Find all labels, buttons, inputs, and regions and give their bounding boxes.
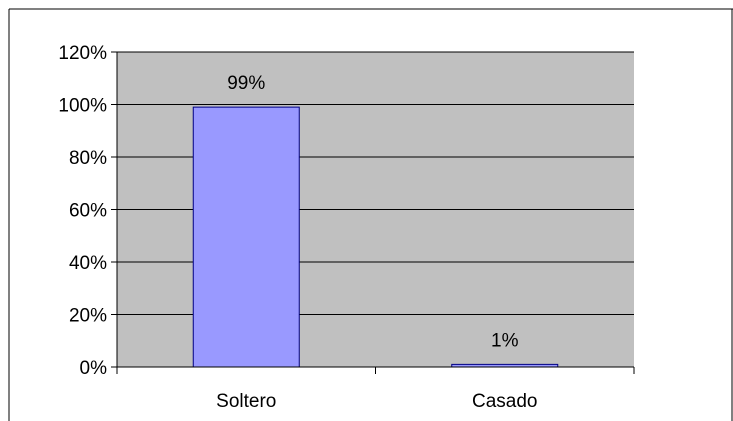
y-tick-label: 0%	[80, 358, 108, 379]
y-tick-label: 120%	[58, 43, 107, 64]
y-tick-label: 20%	[69, 306, 107, 327]
data-label-casado: 1%	[491, 330, 519, 351]
category-label-casado: Casado	[472, 391, 538, 412]
y-tick-label: 40%	[69, 253, 107, 274]
y-tick-label: 60%	[69, 201, 107, 222]
labels: 0% 20% 40% 60% 80% 100% 120% 99% Soltero 1% Casado	[58, 43, 537, 412]
data-label-soltero: 99%	[227, 73, 265, 94]
bars	[192, 106, 559, 368]
axes	[111, 51, 635, 374]
y-tick-label: 100%	[58, 96, 107, 117]
y-tick-label: 80%	[69, 148, 107, 169]
category-label-soltero: Soltero	[216, 391, 276, 412]
bar-soltero	[192, 106, 300, 368]
